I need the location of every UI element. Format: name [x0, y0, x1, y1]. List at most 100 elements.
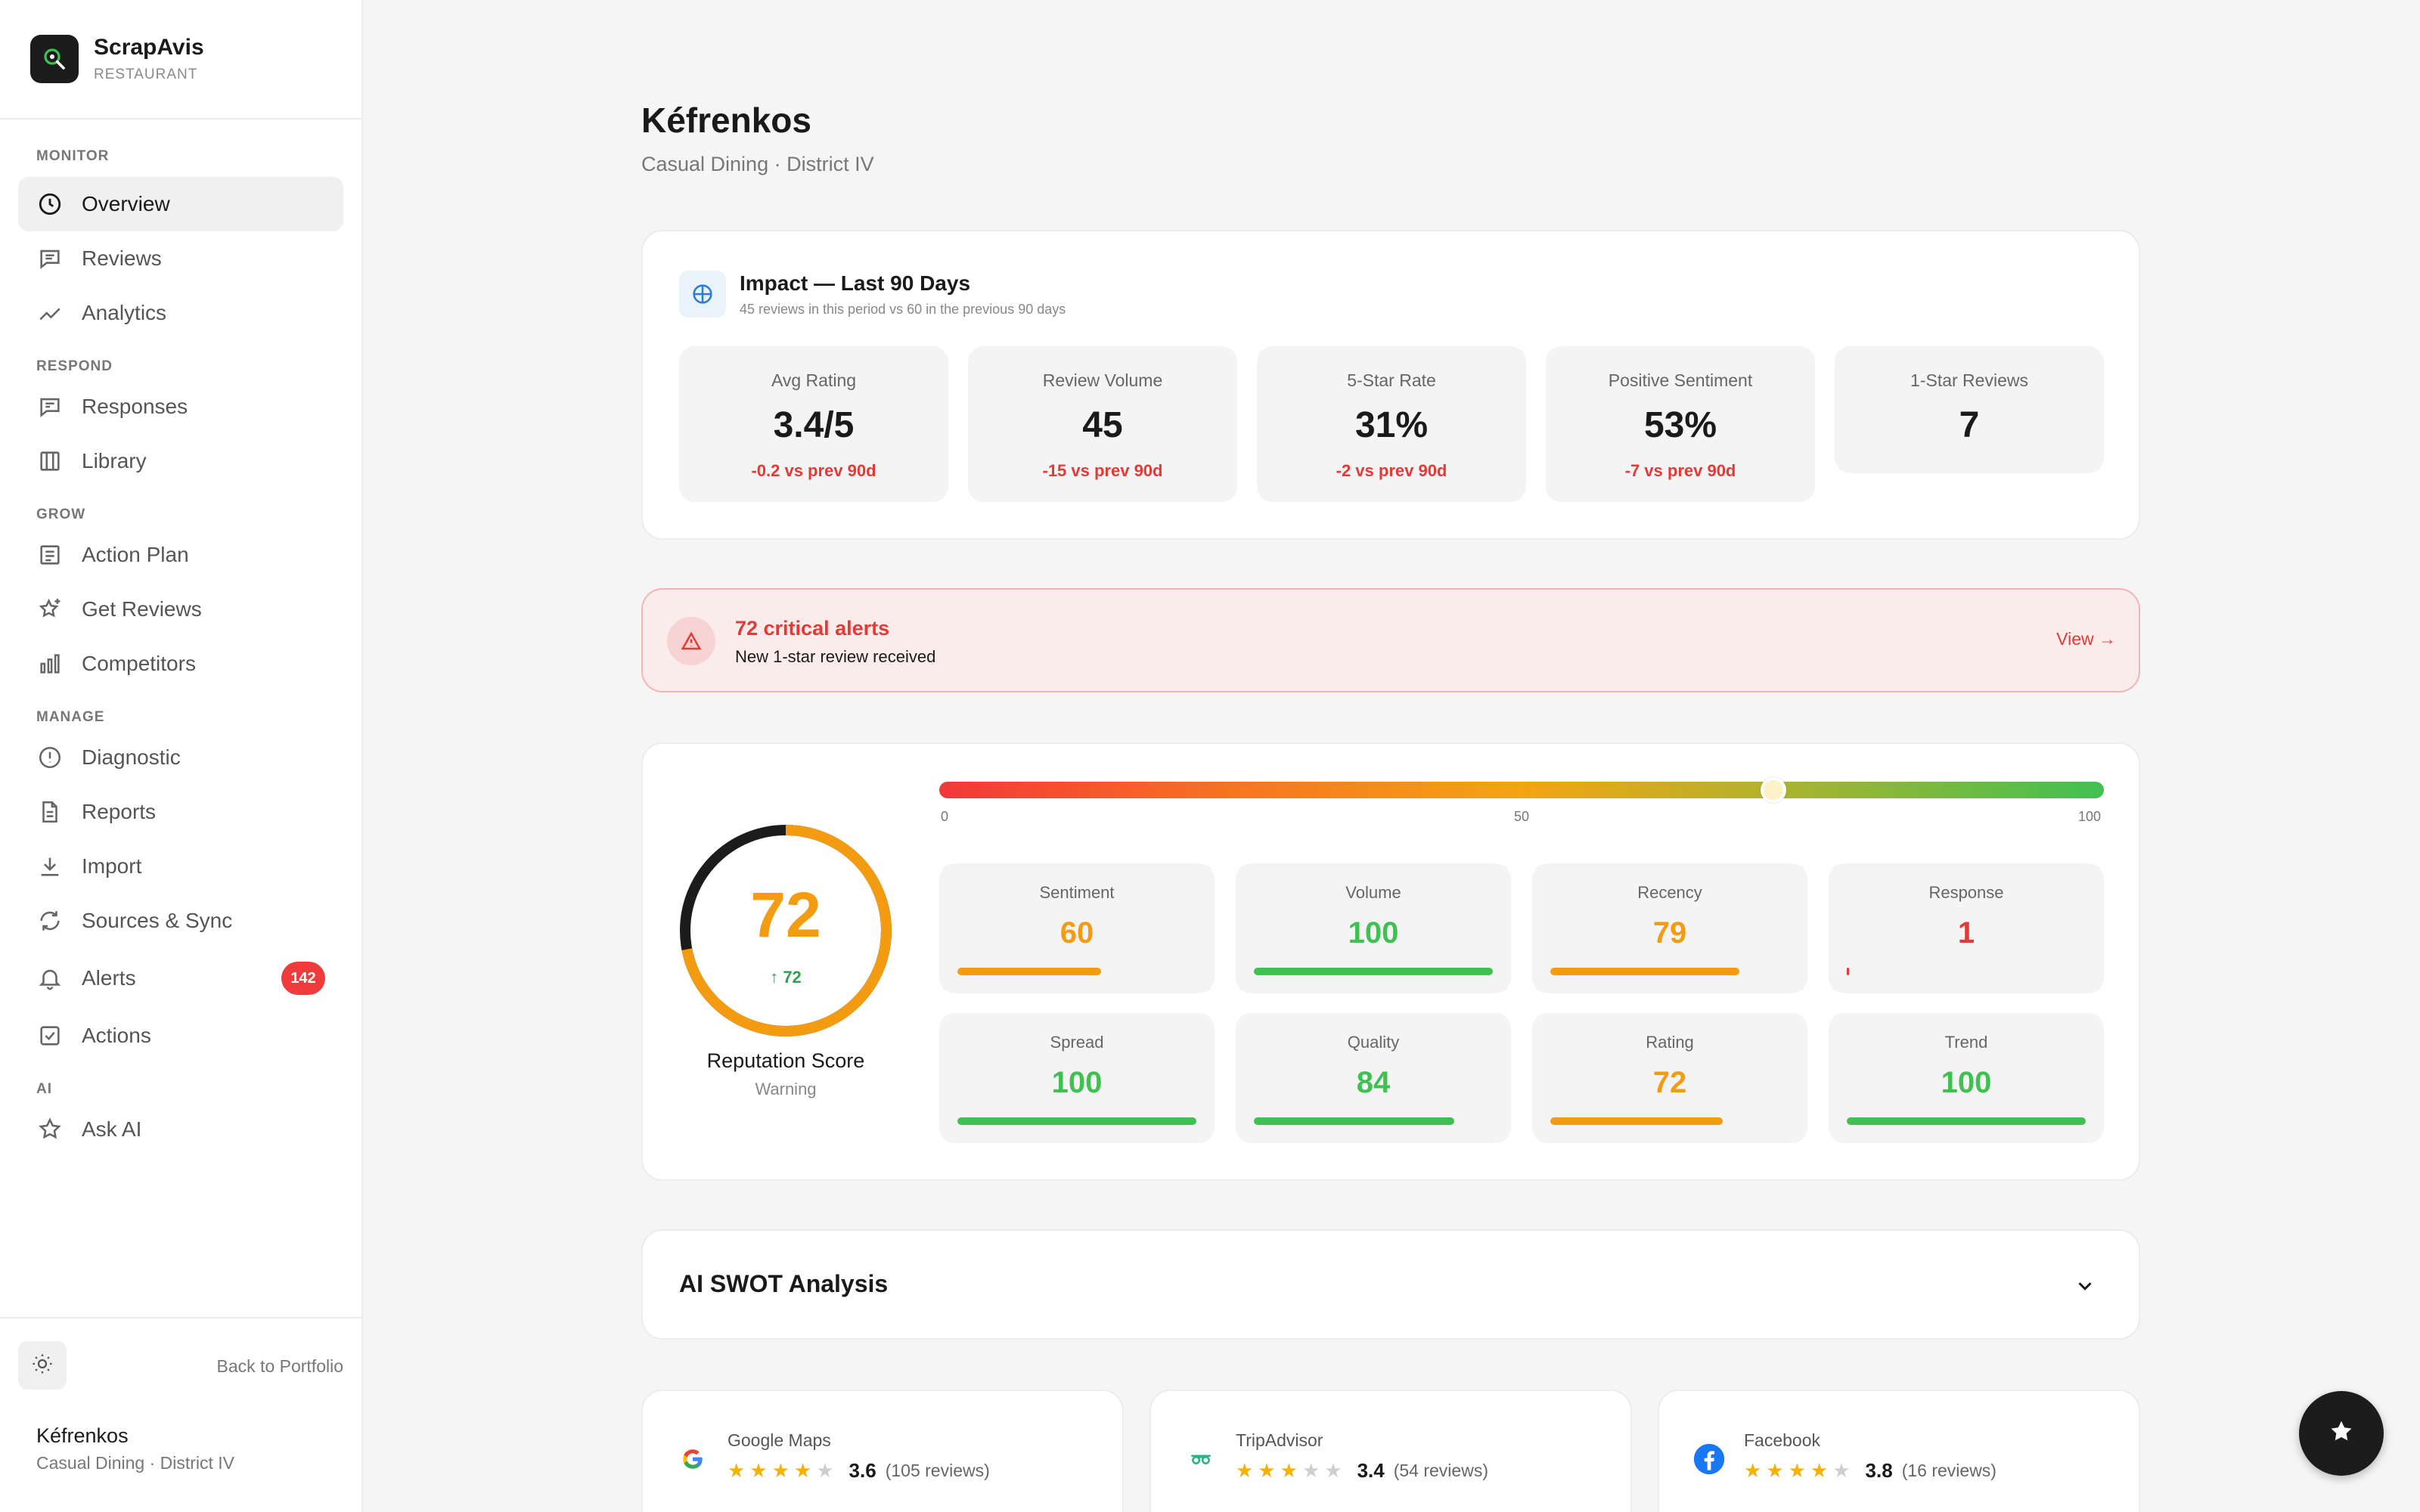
metric-card-rating: Rating 72 — [1532, 1013, 1807, 1143]
stat-value: 7 — [1959, 405, 1980, 445]
platform-name: Google Maps — [728, 1430, 831, 1450]
metric-label: Spread — [1050, 1033, 1104, 1052]
sidebar-item-label: Import — [82, 854, 142, 878]
platform-rating: ★★★★★ 3.6 (105 reviews) — [728, 1459, 990, 1483]
sidebar-item-competitors[interactable]: Competitors — [18, 637, 343, 691]
impact-header: Impact — Last 90 Days 45 reviews in this… — [679, 271, 1066, 318]
brand-name: ScrapAvis — [94, 35, 204, 60]
clock-icon — [36, 191, 64, 218]
critical-alerts-banner[interactable]: 72 critical alerts New 1-star review rec… — [641, 588, 2140, 692]
current-restaurant-meta: Casual Dining · District IV — [36, 1453, 235, 1473]
back-to-portfolio-link[interactable]: Back to Portfolio — [216, 1356, 343, 1376]
nav-section-monitor: MONITOR — [36, 148, 110, 164]
platform-ratings: Google Maps ★★★★★ 3.6 (105 reviews) Trip… — [641, 1390, 2140, 1512]
metric-label: Volume — [1345, 883, 1401, 902]
stat-positive-sentiment: Positive Sentiment 53% -7 vs prev 90d — [1546, 346, 1815, 502]
metric-label: Sentiment — [1039, 883, 1115, 902]
impact-title: Impact — Last 90 Days — [740, 271, 971, 295]
platform-name: Facebook — [1744, 1430, 1821, 1450]
impact-stats: Avg Rating 3.4/5 -0.2 vs prev 90d Review… — [679, 346, 2104, 502]
sidebar-item-label: Sources & Sync — [82, 909, 233, 932]
scale-tick-max: 100 — [2078, 809, 2102, 824]
sidebar-nav: MONITOR Overview Reviews Analytics RESPO… — [0, 145, 361, 1157]
ask-ai-fab[interactable] — [2299, 1391, 2384, 1476]
sidebar-item-label: Library — [82, 449, 147, 472]
sidebar-item-label: Responses — [82, 395, 188, 418]
reputation-card: 72 ↑ 72 Reputation Score Warning 0 50 10… — [641, 742, 2140, 1181]
brand[interactable]: ScrapAvis RESTAURANT — [0, 0, 361, 119]
alert-title: 72 critical alerts — [735, 617, 890, 640]
sidebar-item-label: Diagnostic — [82, 745, 181, 769]
metric-card-volume: Volume 100 — [1236, 863, 1511, 993]
platform-score: 3.4 — [1357, 1459, 1385, 1482]
metric-value: 60 — [1060, 916, 1094, 950]
chevron-down-icon[interactable] — [2074, 1275, 2096, 1297]
platform-card-google[interactable]: Google Maps ★★★★★ 3.6 (105 reviews) — [641, 1390, 1124, 1512]
stat-label: 1-Star Reviews — [1910, 370, 2028, 390]
sidebar-item-reports[interactable]: Reports — [18, 785, 343, 839]
platform-card-facebook[interactable]: Facebook ★★★★★ 3.8 (16 reviews) — [1658, 1390, 2140, 1512]
star-plus-icon — [36, 596, 64, 623]
stat-value: 53% — [1643, 405, 1717, 445]
metric-bar — [1550, 1117, 1789, 1125]
metric-bar-fill — [1550, 1117, 1723, 1125]
sidebar-item-responses[interactable]: Responses — [18, 380, 343, 434]
sidebar-item-library[interactable]: Library — [18, 434, 343, 488]
tripadvisor-icon — [1184, 1442, 1218, 1476]
sidebar-item-diagnostic[interactable]: Diagnostic — [18, 730, 343, 785]
sidebar-item-sources-sync[interactable]: Sources & Sync — [18, 894, 343, 948]
sidebar-item-actions[interactable]: Actions — [18, 1009, 343, 1063]
stat-delta: -0.2 vs prev 90d — [751, 461, 876, 480]
sidebar-item-ask-ai[interactable]: Ask AI — [18, 1102, 343, 1157]
view-alerts-link[interactable]: View → — [2056, 629, 2116, 649]
metric-bar-fill — [1254, 968, 1493, 975]
nav-section-manage: MANAGE — [36, 709, 105, 725]
metric-card-quality: Quality 84 — [1236, 1013, 1511, 1143]
sidebar-item-get-reviews[interactable]: Get Reviews — [18, 582, 343, 637]
metric-bar — [957, 1117, 1196, 1125]
stat-label: 5-Star Rate — [1347, 370, 1436, 390]
warning-triangle-icon — [667, 617, 715, 665]
star-icon — [2327, 1418, 2356, 1450]
metric-label: Response — [1928, 883, 2004, 902]
metric-bar-fill — [957, 1117, 1196, 1125]
stat-value: 31% — [1354, 405, 1429, 445]
platform-name: TripAdvisor — [1236, 1430, 1323, 1450]
sync-icon — [36, 907, 64, 934]
stat-label: Avg Rating — [771, 370, 857, 390]
reputation-gauge — [680, 825, 892, 1036]
theme-toggle-button[interactable] — [18, 1341, 67, 1390]
sidebar-item-alerts[interactable]: Alerts 142 — [18, 948, 343, 1009]
sun-icon — [31, 1352, 54, 1379]
sidebar-item-label: Analytics — [82, 301, 167, 324]
nav-section-grow: GROW — [36, 507, 86, 522]
sidebar-item-action-plan[interactable]: Action Plan — [18, 528, 343, 582]
metric-bar — [1847, 1117, 2086, 1125]
metric-value: 100 — [1051, 1066, 1103, 1099]
stat-label: Positive Sentiment — [1608, 370, 1753, 390]
star-rating: ★★★★★ — [1236, 1459, 1347, 1482]
stat-one-star-reviews: 1-Star Reviews 7 — [1835, 346, 2104, 473]
metric-value: 79 — [1652, 916, 1687, 950]
sidebar-item-reviews[interactable]: Reviews — [18, 231, 343, 286]
scale-tick-mid: 50 — [1514, 809, 1530, 824]
current-restaurant-name: Kéfrenkos — [36, 1424, 129, 1447]
platform-card-tripadvisor[interactable]: TripAdvisor ★★★★★ 3.4 (54 reviews) — [1150, 1390, 1632, 1512]
metric-value: 84 — [1356, 1066, 1391, 1099]
download-icon — [36, 853, 64, 880]
facebook-icon — [1692, 1442, 1726, 1476]
sidebar-item-overview[interactable]: Overview — [18, 177, 343, 231]
metric-label: Recency — [1637, 883, 1702, 902]
stat-review-volume: Review Volume 45 -15 vs prev 90d — [968, 346, 1237, 502]
platform-rating: ★★★★★ 3.8 (16 reviews) — [1744, 1459, 1996, 1483]
stat-five-star-rate: 5-Star Rate 31% -2 vs prev 90d — [1257, 346, 1526, 502]
sidebar-item-label: Ask AI — [82, 1117, 142, 1141]
swot-accordion[interactable]: AI SWOT Analysis — [641, 1229, 2140, 1340]
sidebar-item-analytics[interactable]: Analytics — [18, 286, 343, 340]
metric-card-response: Response 1 — [1829, 863, 2104, 993]
sidebar-item-import[interactable]: Import — [18, 839, 343, 894]
reputation-scale-marker — [1761, 777, 1786, 803]
metric-bar — [957, 968, 1196, 975]
swot-title: AI SWOT Analysis — [679, 1270, 889, 1297]
checkbox-icon — [36, 1022, 64, 1049]
